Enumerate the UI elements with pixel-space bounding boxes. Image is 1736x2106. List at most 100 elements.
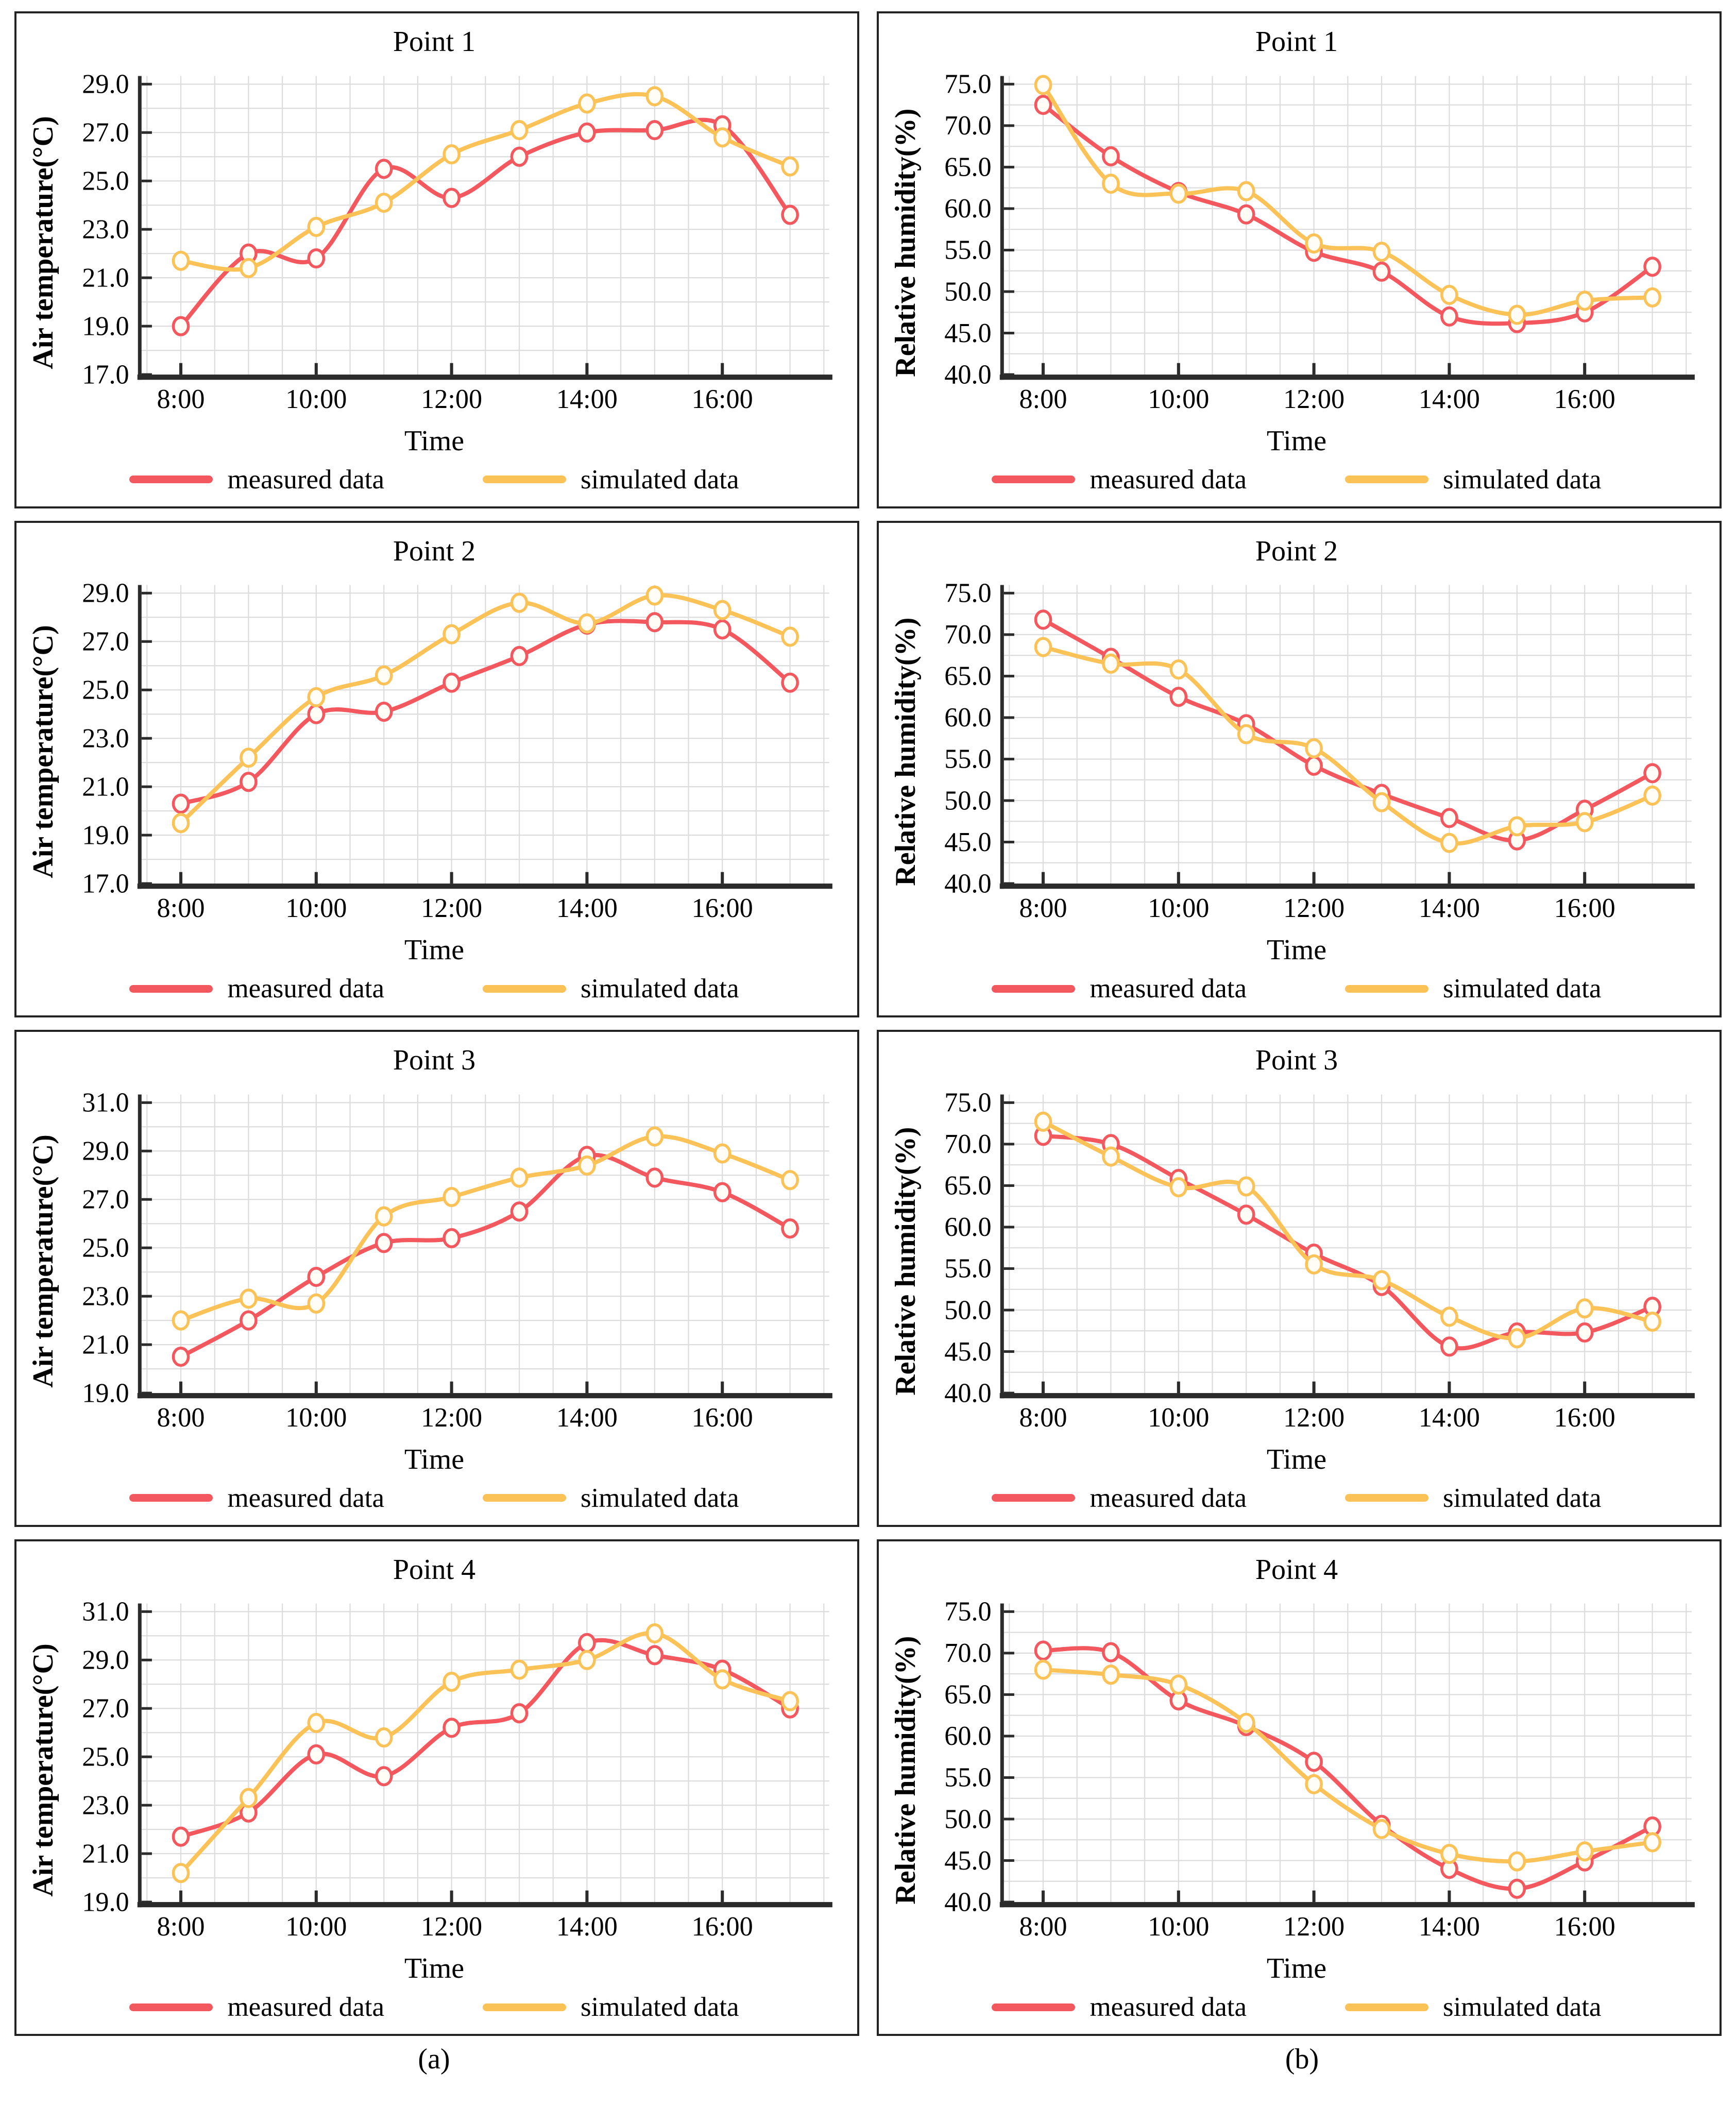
x-axis-label: Time	[404, 934, 465, 966]
y-tick-label: 25.0	[82, 166, 129, 196]
chart-body: Air temperature(°C) 17.0 19.0 21.0 23.0 25.0…	[24, 568, 845, 935]
y-tick	[141, 785, 152, 788]
legend: measured data simulated data	[24, 1985, 845, 2029]
data-point-marker	[1034, 1640, 1052, 1661]
x-axis	[999, 884, 1695, 889]
x-tick-label: 14:00	[556, 893, 618, 923]
data-point-marker	[375, 158, 393, 179]
y-tick	[1003, 758, 1014, 761]
x-tick	[1583, 1381, 1587, 1393]
x-tick-label: 8:00	[157, 1403, 205, 1433]
tick-labels: 40.0 45.0 50.0 55.0 60.0 65.0 70.0 75.0 8:00 10:0…	[944, 579, 1615, 924]
chart-title: Point 4	[393, 1553, 476, 1586]
simulated-line-swatch-icon	[1344, 1494, 1428, 1502]
measured-line-swatch-icon	[992, 2003, 1076, 2011]
axes	[137, 585, 832, 889]
simulated-line-swatch-icon	[482, 984, 566, 993]
x-tick	[585, 1381, 589, 1393]
x-tick-label: 14:00	[1419, 893, 1480, 923]
series-line	[1041, 1119, 1655, 1340]
line-plot-svg: 40.0 45.0 50.0 55.0 60.0 65.0 70.0 75.0 8:00 10:0…	[944, 1597, 1695, 1942]
y-tick	[1003, 248, 1014, 251]
x-tick-label: 10:00	[285, 384, 347, 414]
x-tick-label: 10:00	[285, 1403, 347, 1433]
data-point-marker	[1440, 1844, 1458, 1864]
data-point-marker	[713, 600, 731, 621]
y-tick-label: 29.0	[82, 579, 129, 608]
y-tick-label: 23.0	[82, 724, 129, 754]
y-tick	[1003, 1267, 1014, 1270]
legend-simulated-label: simulated data	[580, 1992, 739, 2022]
chart-title: Point 4	[1255, 1553, 1338, 1586]
x-tick-label: 8:00	[1019, 893, 1067, 923]
x-tick-label: 10:00	[285, 1912, 347, 1942]
y-axis	[1000, 76, 1004, 380]
y-tick	[1003, 633, 1014, 636]
y-tick-label: 50.0	[944, 1804, 991, 1834]
data-point-marker	[1575, 1841, 1594, 1862]
legend: measured data simulated data	[886, 967, 1707, 1010]
y-tick	[1003, 882, 1014, 885]
x-tick-label: 8:00	[157, 893, 205, 923]
grid-lines	[141, 1603, 829, 1903]
data-point-marker	[1305, 756, 1323, 776]
legend-item-measured: measured data	[992, 1992, 1247, 2023]
y-axis	[1000, 585, 1004, 889]
data-point-marker	[1102, 1665, 1120, 1685]
data-point-marker	[1440, 1336, 1458, 1357]
data-point-marker	[307, 1293, 326, 1314]
measured-line-swatch-icon	[992, 984, 1076, 993]
x-tick-label: 12:00	[421, 893, 482, 923]
y-tick-label: 23.0	[82, 214, 129, 244]
x-tick-label: 14:00	[556, 1912, 618, 1942]
data-point-marker	[1643, 786, 1661, 806]
x-tick	[1312, 1890, 1316, 1903]
data-point-marker	[1440, 1306, 1458, 1327]
y-tick-label: 65.0	[944, 152, 991, 182]
legend: measured data simulated data	[24, 1476, 845, 1520]
tick-labels: 17.0 19.0 21.0 23.0 25.0 27.0 29.0 8:00 10:00 12:…	[82, 69, 753, 414]
x-tick	[179, 1381, 183, 1393]
y-tick	[1003, 124, 1014, 127]
x-tick	[450, 872, 453, 884]
legend-item-measured: measured data	[129, 1483, 384, 1514]
data-point-marker	[1440, 306, 1458, 327]
y-tick-label: 27.0	[82, 627, 129, 657]
y-tick	[141, 1149, 152, 1152]
y-tick-label: 21.0	[82, 772, 129, 802]
y-tick-label: 31.0	[82, 1597, 129, 1627]
data-point-marker	[510, 592, 529, 613]
x-tick-label: 14:00	[556, 1403, 618, 1433]
series-line	[178, 1638, 792, 1839]
data-point-marker	[1169, 1674, 1188, 1695]
x-tick	[721, 363, 724, 375]
x-axis-label: Time	[1266, 1952, 1327, 1984]
data-point-marker	[1237, 1712, 1255, 1734]
data-point-marker	[713, 127, 731, 148]
data-point-marker	[1102, 1642, 1120, 1663]
y-tick-label: 40.0	[944, 869, 991, 898]
x-tick	[1177, 872, 1180, 884]
data-point-marker	[1575, 812, 1594, 833]
measured-line-swatch-icon	[129, 2003, 213, 2011]
line-plot-svg: 40.0 45.0 50.0 55.0 60.0 65.0 70.0 75.0 8:00 10:0…	[944, 579, 1695, 924]
x-axis-label: Time	[404, 1952, 465, 1984]
data-point-marker	[1237, 181, 1255, 201]
x-axis-label: Time	[1266, 424, 1327, 457]
y-axis	[1000, 1603, 1004, 1908]
legend-item-measured: measured data	[992, 973, 1247, 1004]
simulated-data-series	[172, 585, 799, 834]
y-tick	[1003, 207, 1014, 210]
panel-temperature-point4: Point 4 Air temperature(°C) 19.0 21.0 23.0…	[14, 1539, 859, 2036]
y-tick	[141, 1610, 152, 1614]
data-point-marker	[442, 1228, 461, 1248]
data-point-marker	[781, 205, 799, 225]
x-tick	[1177, 1381, 1180, 1393]
y-axis-label: Relative humidity(%)	[890, 1636, 922, 1905]
x-tick-label: 10:00	[1148, 1912, 1209, 1942]
y-tick	[1003, 1309, 1014, 1312]
series-line	[178, 1152, 792, 1359]
y-tick-label: 27.0	[82, 1694, 129, 1724]
y-tick-label: 50.0	[944, 1295, 991, 1325]
data-point-marker	[578, 1633, 596, 1654]
